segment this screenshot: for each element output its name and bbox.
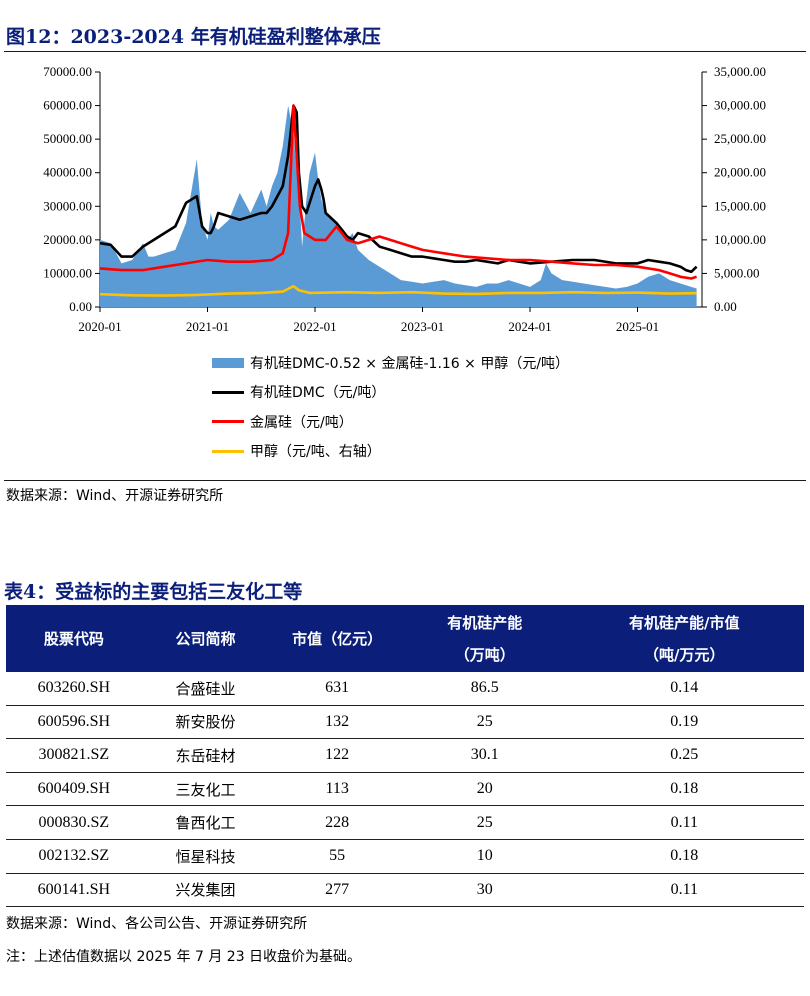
- cell-capacity: 20: [404, 772, 565, 807]
- legend-swatch-spread: [212, 357, 244, 368]
- table-row: 002132.SZ 恒星科技 55 10 0.18: [6, 839, 804, 874]
- cell-mktcap: 277: [269, 873, 405, 908]
- cell-code: 000830.SZ: [6, 805, 142, 840]
- cell-name: 恒星科技: [141, 839, 270, 874]
- legend-item-silicon: 金属硅（元/吨）: [212, 407, 569, 437]
- table-header-row: 股票代码 公司简称 市值（亿元） 有机硅产能 （万吨） 有机硅产能/市值 （吨/…: [6, 605, 804, 672]
- cell-code: 300821.SZ: [6, 738, 142, 773]
- right-tick-label: 15,000.00: [714, 198, 766, 213]
- cell-name: 兴发集团: [141, 873, 270, 908]
- table-note: 注：上述估值数据以 2025 年 7 月 23 日收盘价为基础。: [6, 949, 362, 965]
- series-line-silicon: [99, 104, 697, 280]
- cell-mktcap: 228: [269, 805, 405, 840]
- right-tick-label: 0.00: [714, 299, 737, 314]
- left-tick-label: 70000.00: [43, 64, 92, 79]
- cell-ratio: 0.11: [564, 873, 804, 908]
- x-tick-label: 2022-01: [293, 319, 336, 334]
- cell-name: 三友化工: [141, 772, 270, 807]
- dual-axis-chart: 0.00 10000.00 20000.00 30000.00 40000.00 5000…: [43, 64, 766, 334]
- cell-ratio: 0.19: [564, 705, 804, 740]
- cell-mktcap: 113: [269, 772, 405, 807]
- legend-swatch-dmc: [212, 390, 244, 394]
- cell-mktcap: 122: [269, 738, 405, 773]
- table-source: 数据来源：Wind、各公司公告、开源证券研究所: [6, 916, 308, 932]
- cell-name: 鲁西化工: [141, 805, 270, 840]
- cell-code: 002132.SZ: [6, 839, 142, 874]
- series-line-methanol: [99, 284, 697, 297]
- legend-swatch-silicon: [212, 420, 244, 424]
- header-code: 股票代码: [6, 605, 142, 672]
- cell-capacity: 30: [404, 873, 565, 908]
- left-tick-label: 20000.00: [43, 232, 92, 247]
- cell-code: 603260.SH: [6, 672, 142, 706]
- cell-capacity: 30.1: [404, 738, 565, 773]
- beneficiary-table: 股票代码 公司简称 市值（亿元） 有机硅产能 （万吨） 有机硅产能/市值 （吨/…: [6, 605, 804, 908]
- legend-swatch-methanol: [212, 449, 244, 453]
- header-mktcap: 市值（亿元）: [269, 605, 405, 672]
- cell-code: 600409.SH: [6, 772, 142, 807]
- cell-ratio: 0.25: [564, 738, 804, 773]
- table-title: 表4：受益标的主要包括三友化工等: [4, 581, 303, 603]
- legend-item-spread: 有机硅DMC-0.52 × 金属硅-1.16 × 甲醇（元/吨）: [212, 348, 569, 378]
- legend-item-dmc: 有机硅DMC（元/吨）: [212, 378, 569, 408]
- header-capacity: 有机硅产能 （万吨）: [404, 605, 565, 672]
- cell-ratio: 0.14: [564, 672, 804, 706]
- header-name: 公司简称: [141, 605, 270, 672]
- cell-mktcap: 55: [269, 839, 405, 874]
- left-tick-label: 0.00: [69, 299, 92, 314]
- table-row: 603260.SH 合盛硅业 631 86.5 0.14: [6, 672, 804, 706]
- cell-capacity: 10: [404, 839, 565, 874]
- cell-ratio: 0.18: [564, 772, 804, 807]
- figure-title: 图12：2023-2024 年有机硅盈利整体承压: [6, 26, 381, 48]
- figure-source: 数据来源：Wind、开源证券研究所: [6, 488, 224, 504]
- cell-code: 600596.SH: [6, 705, 142, 740]
- legend-label-dmc: 有机硅DMC（元/吨）: [250, 385, 386, 402]
- right-tick-label: 5,000.00: [714, 265, 760, 280]
- legend-label-silicon: 金属硅（元/吨）: [250, 414, 353, 431]
- cell-capacity: 25: [404, 805, 565, 840]
- figure-top-rule: [4, 51, 806, 52]
- left-tick-label: 10000.00: [43, 265, 92, 280]
- legend-item-methanol: 甲醇（元/吨、右轴）: [212, 437, 569, 467]
- legend-label-methanol: 甲醇（元/吨、右轴）: [250, 444, 381, 461]
- table-row: 600409.SH 三友化工 113 20 0.18: [6, 772, 804, 807]
- table-row: 600596.SH 新安股份 132 25 0.19: [6, 705, 804, 740]
- figure-bottom-rule: [4, 480, 806, 481]
- right-tick-label: 20,000.00: [714, 165, 766, 180]
- cell-name: 东岳硅材: [141, 738, 270, 773]
- right-tick-label: 35,000.00: [714, 64, 766, 79]
- right-tick-label: 25,000.00: [714, 131, 766, 146]
- x-tick-label: 2024-01: [508, 319, 551, 334]
- chart-legend: 有机硅DMC-0.52 × 金属硅-1.16 × 甲醇（元/吨） 有机硅DMC（…: [212, 348, 569, 466]
- legend-label-spread: 有机硅DMC-0.52 × 金属硅-1.16 × 甲醇（元/吨）: [250, 355, 570, 372]
- cell-ratio: 0.11: [564, 805, 804, 840]
- cell-code: 600141.SH: [6, 873, 142, 908]
- cell-ratio: 0.18: [564, 839, 804, 874]
- cell-mktcap: 631: [269, 672, 405, 706]
- header-ratio: 有机硅产能/市值 （吨/万元）: [564, 605, 804, 672]
- cell-capacity: 25: [404, 705, 565, 740]
- left-tick-label: 30000.00: [43, 198, 92, 213]
- x-tick-label: 2025-01: [616, 319, 659, 334]
- x-tick-label: 2020-01: [78, 319, 121, 334]
- cell-mktcap: 132: [269, 705, 405, 740]
- left-tick-label: 40000.00: [43, 165, 92, 180]
- cell-capacity: 86.5: [404, 672, 565, 706]
- x-tick-label: 2021-01: [186, 319, 229, 334]
- table-row: 000830.SZ 鲁西化工 228 25 0.11: [6, 805, 804, 840]
- left-tick-label: 50000.00: [43, 131, 92, 146]
- cell-name: 合盛硅业: [141, 672, 270, 706]
- x-tick-label: 2023-01: [401, 319, 444, 334]
- left-tick-label: 60000.00: [43, 98, 92, 113]
- cell-name: 新安股份: [141, 705, 270, 740]
- table-row: 300821.SZ 东岳硅材 122 30.1 0.25: [6, 738, 804, 773]
- series-area-spread: [100, 105, 697, 307]
- right-tick-label: 30,000.00: [714, 98, 766, 113]
- right-tick-label: 10,000.00: [714, 232, 766, 247]
- table-row: 600141.SH 兴发集团 277 30 0.11: [6, 873, 804, 908]
